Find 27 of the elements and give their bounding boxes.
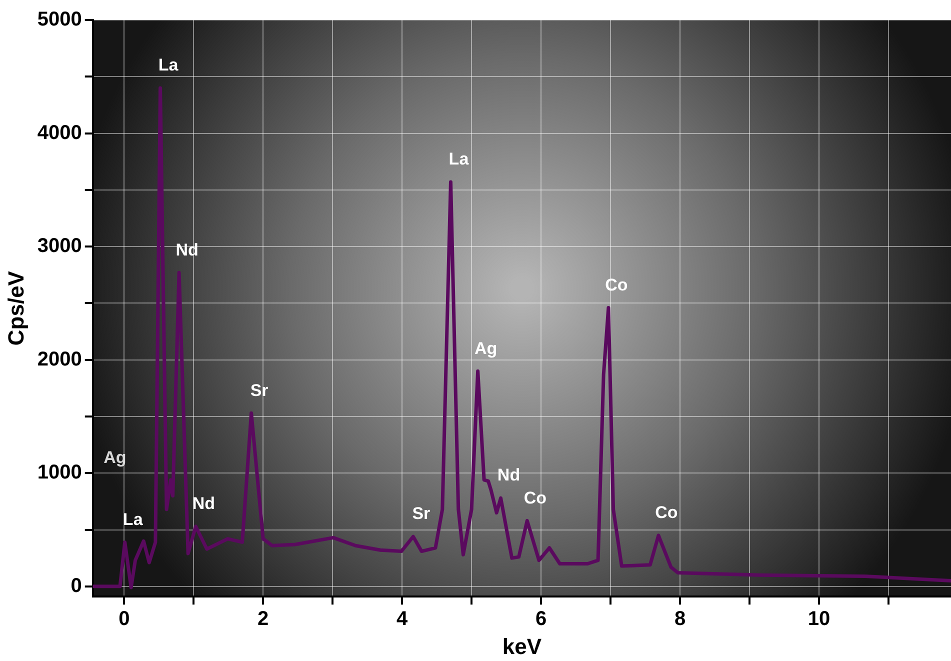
annotation: Co: [605, 275, 628, 294]
y-axis-title: Cps/eV: [3, 270, 28, 346]
x-axis-title: keV: [502, 634, 542, 659]
y-tick-label: 0: [70, 574, 82, 597]
annotation: La: [448, 150, 470, 169]
x-tick-label: 2: [258, 608, 269, 630]
annotation: Sr: [250, 380, 269, 400]
annotation: La: [158, 56, 179, 75]
annotation: Co: [655, 503, 678, 522]
x-tick-label: 4: [396, 608, 409, 630]
x-tick-label: 10: [808, 608, 830, 630]
annotation: La: [122, 510, 144, 529]
y-tick-label: 2000: [37, 348, 82, 370]
annotation: Nd: [497, 466, 520, 485]
y-tick-label: 5000: [37, 8, 82, 31]
annotation: Ag: [104, 448, 126, 468]
x-tick-label: 6: [535, 608, 547, 630]
y-tick-label: 1000: [37, 462, 82, 484]
annotation: Nd: [176, 240, 198, 260]
annotation: Co: [524, 488, 546, 508]
y-tick-label: 4000: [37, 122, 82, 144]
x-tick-label: 0: [118, 608, 130, 630]
y-tick-label: 3000: [37, 235, 82, 258]
annotation: Ag: [474, 338, 498, 358]
annotation: Sr: [412, 504, 431, 524]
x-tick-label: 8: [674, 608, 686, 630]
annotation: Nd: [192, 494, 216, 514]
